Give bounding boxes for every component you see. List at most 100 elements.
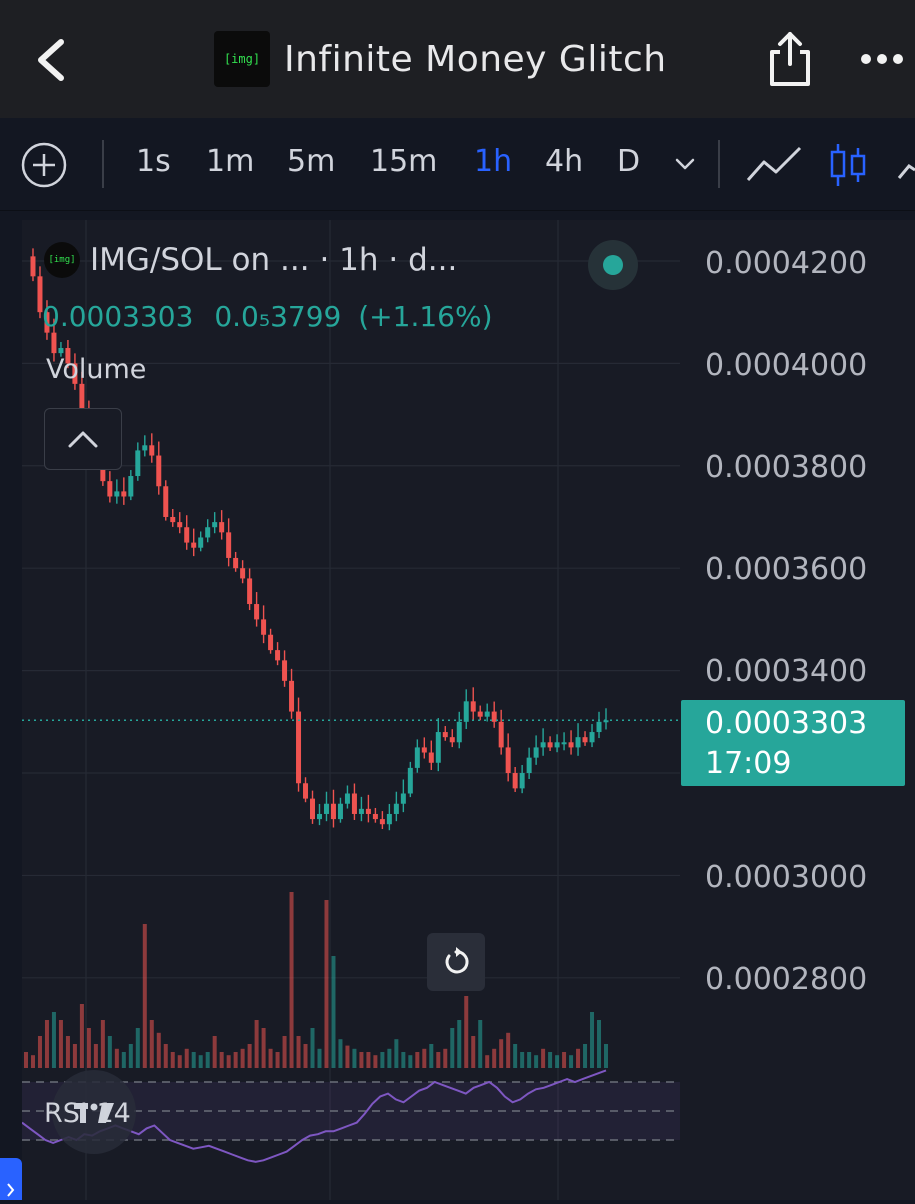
timeframe-1m[interactable]: 1m bbox=[206, 144, 255, 179]
candle-body bbox=[526, 757, 532, 774]
volume-bar bbox=[114, 1048, 119, 1068]
volume-bar bbox=[576, 1048, 581, 1068]
candle-body bbox=[156, 455, 162, 487]
symbol-title[interactable]: IMG/SOL on ... · 1h · d... bbox=[90, 242, 458, 278]
tradingview-logo[interactable] bbox=[52, 1070, 136, 1154]
volume-bar bbox=[268, 1048, 273, 1068]
share-icon[interactable] bbox=[766, 28, 814, 88]
price-change: 0.0₅3799 bbox=[214, 300, 342, 333]
candle-body bbox=[428, 752, 434, 763]
volume-bar bbox=[170, 1052, 175, 1068]
candle-body bbox=[491, 711, 497, 722]
volume-bar bbox=[359, 1052, 364, 1068]
candle-body bbox=[463, 701, 469, 722]
candle-body bbox=[233, 557, 239, 569]
candle-body bbox=[282, 660, 288, 681]
candle-body bbox=[261, 619, 267, 635]
candle-body bbox=[114, 491, 120, 497]
add-indicator-icon[interactable] bbox=[20, 141, 68, 189]
side-panel-toggle[interactable] bbox=[0, 1158, 22, 1200]
reset-chart-button[interactable] bbox=[427, 933, 485, 991]
volume-bar bbox=[569, 1055, 574, 1068]
candle-body bbox=[170, 516, 176, 523]
volume-bar bbox=[583, 1044, 588, 1068]
candle-body bbox=[505, 747, 511, 774]
candle-body bbox=[100, 465, 106, 482]
collapse-legend-button[interactable] bbox=[44, 408, 122, 470]
volume-bar bbox=[261, 1028, 266, 1068]
volume-bar bbox=[37, 1036, 42, 1068]
indicator-icon[interactable] bbox=[897, 140, 915, 190]
chart-toolbar: 1s 1m 5m 15m 1h 4h D bbox=[0, 118, 915, 211]
more-icon[interactable] bbox=[858, 44, 906, 74]
volume-bar bbox=[534, 1055, 539, 1068]
page-title: Infinite Money Glitch bbox=[284, 38, 667, 80]
chevron-down-icon[interactable] bbox=[673, 154, 697, 174]
candle-body bbox=[37, 276, 43, 313]
chevron-right-icon bbox=[7, 1183, 15, 1197]
timeframe-5m[interactable]: 5m bbox=[287, 144, 336, 179]
candle-body bbox=[247, 578, 253, 605]
volume-bar bbox=[226, 1055, 231, 1068]
volume-bar bbox=[254, 1020, 259, 1068]
candle-body bbox=[142, 445, 148, 451]
timeframe-15m[interactable]: 15m bbox=[370, 144, 438, 179]
token-title: [img] Infinite Money Glitch bbox=[214, 30, 667, 88]
volume-bar bbox=[198, 1055, 203, 1068]
candle-body bbox=[386, 813, 392, 825]
top-bar: [img] Infinite Money Glitch bbox=[0, 0, 915, 118]
candle-body bbox=[589, 732, 595, 743]
candle-body bbox=[414, 747, 420, 768]
volume-bar bbox=[282, 1036, 287, 1068]
candle-body bbox=[582, 737, 588, 743]
candle-body bbox=[603, 720, 609, 723]
volume-bar bbox=[100, 1020, 105, 1068]
volume-bar bbox=[212, 1036, 217, 1068]
volume-bar bbox=[527, 1052, 532, 1068]
volume-bar bbox=[520, 1052, 525, 1068]
chevron-left-icon bbox=[38, 39, 64, 81]
timeframe-d[interactable]: D bbox=[617, 144, 641, 179]
candle-body bbox=[289, 680, 295, 712]
tradingview-icon bbox=[74, 1103, 114, 1123]
current-price-tag: 0.0003303 17:09 bbox=[681, 700, 905, 786]
candle-body bbox=[470, 701, 476, 712]
timeframe-1s[interactable]: 1s bbox=[136, 144, 171, 179]
volume-bar bbox=[450, 1028, 455, 1068]
volume-bar bbox=[191, 1052, 196, 1068]
current-price: 0.0003303 bbox=[705, 706, 868, 741]
volume-bar bbox=[331, 956, 336, 1068]
candle-body bbox=[149, 445, 155, 456]
rsi-label: RSI 14 bbox=[44, 1098, 131, 1129]
volume-bar bbox=[324, 900, 329, 1068]
timeframe-4h[interactable]: 4h bbox=[545, 144, 584, 179]
volume-bar bbox=[303, 1044, 308, 1068]
volume-bar bbox=[107, 1036, 112, 1068]
candlestick-icon[interactable] bbox=[826, 140, 870, 190]
candle-body bbox=[135, 450, 141, 477]
volume-bar bbox=[513, 1044, 518, 1068]
volume-bar bbox=[485, 1055, 490, 1068]
candle-body bbox=[323, 803, 329, 814]
line-chart-icon[interactable] bbox=[744, 140, 804, 190]
timeframe-1h[interactable]: 1h bbox=[474, 144, 513, 179]
price-chart[interactable]: [img] IMG/SOL on ... · 1h · d... 0.00033… bbox=[22, 220, 915, 1200]
candle-body bbox=[44, 312, 50, 333]
candle-body bbox=[442, 732, 448, 738]
volume-bar bbox=[597, 1020, 602, 1068]
back-button[interactable] bbox=[30, 34, 70, 86]
volume-bar bbox=[247, 1044, 252, 1068]
live-status-indicator[interactable] bbox=[588, 240, 638, 290]
volume-bar bbox=[184, 1048, 189, 1068]
candle-body bbox=[519, 773, 525, 789]
volume-bar bbox=[58, 1020, 63, 1068]
candle-body bbox=[30, 256, 36, 277]
candle-body bbox=[379, 819, 385, 825]
volume-bar bbox=[93, 1044, 98, 1068]
volume-bar bbox=[345, 1045, 350, 1068]
toolbar-divider bbox=[718, 140, 720, 188]
volume-label: Volume bbox=[46, 354, 147, 385]
candle-body bbox=[268, 634, 274, 651]
volume-bar bbox=[51, 1012, 56, 1068]
candle-body bbox=[310, 798, 316, 820]
